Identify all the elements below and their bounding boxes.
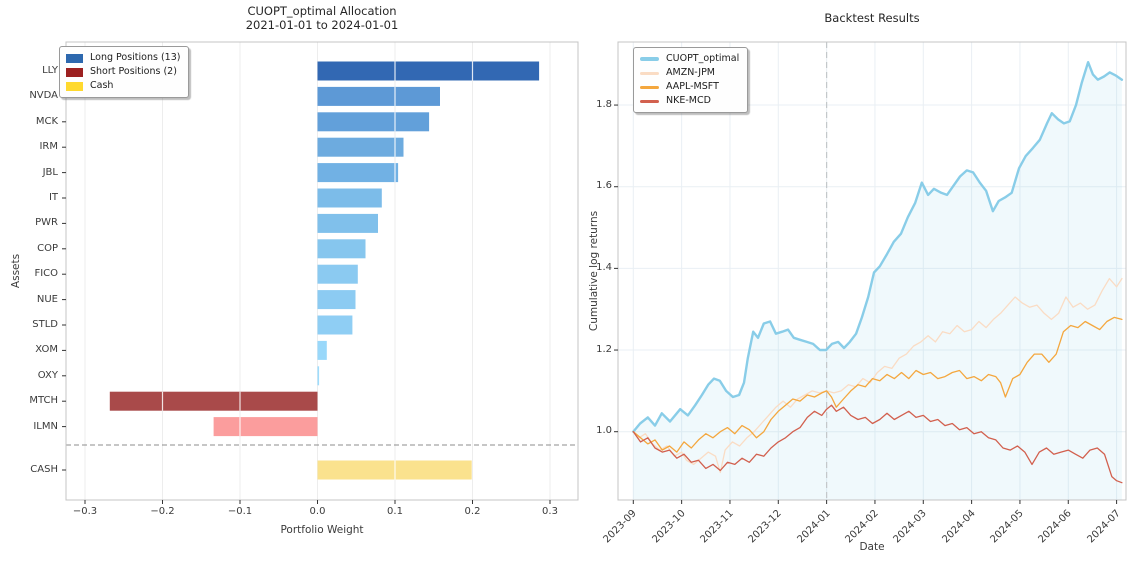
y-tick-label: 1.0 [596, 425, 612, 437]
legend-label: Short Positions (2) [90, 66, 177, 77]
backtest-legend: CUOPT_optimal AMZN-JPM AAPL-MSFT NKE-MCD [633, 47, 749, 113]
legend-swatch-icon [66, 53, 83, 63]
x-tick-label: 0.3 [542, 506, 558, 517]
y-tick-label: 1.6 [596, 180, 612, 192]
bar-PWR [317, 213, 378, 233]
asset-tick-label: MTCH [29, 395, 58, 407]
bar-NVDA [317, 86, 440, 106]
bar-JBL [317, 163, 399, 183]
area-fill-cuopt-optimal [633, 62, 1122, 500]
bar-ILMN [213, 417, 318, 437]
allocation-legend: Long Positions (13) Short Positions (2) Ca… [59, 46, 190, 98]
asset-tick-label: FICO [34, 268, 58, 280]
asset-tick-label: MCK [35, 115, 58, 127]
asset-tick-label: XOM [35, 344, 58, 356]
legend-item: AAPL-MSFT [640, 80, 739, 94]
bar-OXY [317, 366, 320, 386]
legend-label: CUOPT_optimal [666, 53, 740, 64]
bar-MCK [317, 112, 430, 132]
asset-tick-label: CASH [30, 464, 58, 475]
x-tick-label: −0.2 [150, 506, 175, 517]
legend-item: Long Positions (13) [66, 51, 180, 65]
x-tick-label: −0.3 [72, 506, 98, 517]
y-tick-label: 1.2 [596, 343, 612, 355]
asset-tick-label: IRM [39, 141, 58, 153]
allocation-chart-subtitle: 2021-01-01 to 2024-01-01 [245, 18, 399, 32]
bar-STLD [317, 315, 353, 335]
line-CUOPT_optimal [632, 61, 1124, 433]
asset-tick-label: NVDA [29, 90, 58, 102]
bar-NUE [317, 290, 356, 310]
asset-tick-label: IT [48, 192, 58, 203]
legend-line-icon [640, 85, 659, 89]
line-AAPL-MSFT [632, 316, 1123, 453]
legend-label: Long Positions (13) [90, 52, 181, 63]
bar-LLY [317, 61, 540, 81]
legend-line-icon [640, 71, 659, 75]
bar-COP [317, 239, 366, 259]
x-tick-label: 0.0 [309, 506, 326, 517]
asset-tick-label: PWR [35, 217, 58, 229]
line-NKE-MCD [632, 404, 1123, 484]
x-axis-label-portfolio-weight: Portfolio Weight [280, 524, 364, 536]
y-tick-label: 1.8 [596, 98, 612, 110]
asset-tick-label: LLY [42, 65, 58, 76]
y-tick-label: 1.4 [596, 261, 612, 273]
asset-tick-label: OXY [37, 369, 58, 381]
bar-IT [317, 188, 382, 208]
legend-item: AMZN-JPM [640, 66, 739, 80]
bar-IRM [317, 137, 404, 157]
legend-item: Cash [66, 79, 180, 93]
backtest-chart-title: Backtest Results [824, 11, 920, 25]
asset-tick-label: STLD [32, 319, 58, 330]
asset-tick-label: JBL [42, 166, 58, 178]
asset-tick-label: NUE [36, 293, 58, 305]
legend-label: NKE-MCD [666, 95, 711, 106]
x-tick-label: −0.1 [227, 506, 253, 517]
asset-tick-label: COP [37, 242, 58, 254]
legend-label: AMZN-JPM [666, 67, 715, 78]
legend-swatch-icon [66, 81, 83, 91]
bar-XOM [317, 340, 327, 360]
legend-item: NKE-MCD [640, 94, 739, 108]
allocation-chart-title: CUOPT_optimal Allocation [247, 4, 397, 18]
x-axis-label-date: Date [859, 541, 885, 553]
legend-item: CUOPT_optimal [640, 52, 739, 66]
x-tick-label: 0.2 [464, 506, 481, 517]
legend-label: AAPL-MSFT [666, 81, 719, 92]
legend-swatch-icon [66, 67, 83, 77]
legend-line-icon [640, 57, 659, 61]
x-tick-label: 0.1 [387, 506, 403, 517]
bar-FICO [317, 264, 358, 284]
legend-label: Cash [90, 80, 114, 91]
bar-MTCH [109, 391, 318, 411]
legend-item: Short Positions (2) [66, 65, 180, 79]
asset-tick-label: ILMN [33, 420, 58, 432]
line-AMZN-JPM [632, 277, 1123, 474]
legend-line-icon [640, 99, 659, 103]
